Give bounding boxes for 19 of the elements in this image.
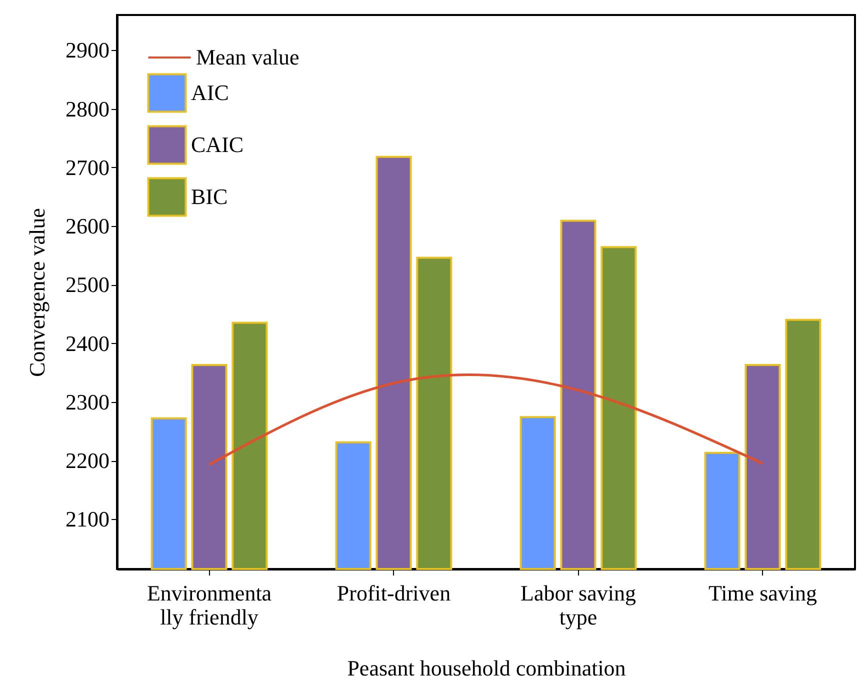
legend-label: Mean value — [196, 44, 300, 70]
legend-label: BIC — [191, 184, 228, 209]
x-tick-label: Labor saving type — [520, 580, 636, 630]
y-tick-label: 2900 — [66, 38, 110, 63]
y-tick-label: 2500 — [66, 272, 110, 298]
y-tick-label: 2800 — [66, 96, 110, 122]
y-axis-title: Convergence value — [24, 208, 50, 377]
x-tick-label: Time saving — [708, 580, 818, 606]
y-tick-label: 2600 — [66, 214, 110, 239]
y-tick-label: 2200 — [66, 448, 110, 474]
y-tick-label: 2700 — [66, 154, 110, 180]
legend-label: AIC — [191, 80, 229, 105]
y-tick-label: 2300 — [66, 389, 110, 414]
legend-label: CAIC — [191, 132, 244, 157]
x-tick-label: Environmenta lly friendly — [146, 580, 272, 630]
y-tick-label: 2400 — [66, 330, 110, 356]
x-axis-title: Peasant household combination — [347, 656, 626, 680]
y-tick-label: 2100 — [66, 506, 110, 532]
x-tick-label: Profit-driven — [336, 580, 451, 606]
